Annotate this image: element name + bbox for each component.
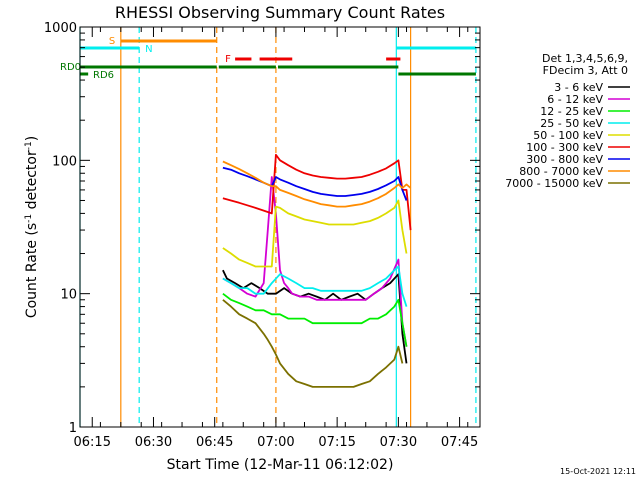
legend-header-0: Det 1,3,4,5,6,9, (542, 52, 628, 65)
x-tick-label-1: 06:30 (135, 435, 172, 450)
legend-label-5: 100 - 300 keV (526, 141, 603, 154)
series-line-6 (222, 166, 408, 201)
legend-label-0: 3 - 6 keV (554, 81, 603, 94)
y-tick-label-2: 100 (52, 154, 77, 169)
series-line-1 (222, 176, 408, 347)
x-tick-label-6: 07:45 (441, 435, 478, 450)
legend-label-8: 7000 - 15000 keV (505, 177, 603, 190)
x-axis-label: Start Time (12-Mar-11 06:12:02) (167, 457, 394, 473)
series-layer (222, 153, 412, 388)
legend-label-1: 6 - 12 keV (547, 93, 603, 106)
y-axis: 1 10 100 1000 (44, 21, 480, 436)
flare-label: F (225, 54, 231, 65)
x-tick-label-3: 07:00 (257, 435, 294, 450)
saa-label: S (109, 36, 115, 47)
legend-label-4: 50 - 100 keV (533, 129, 603, 142)
chart-title: RHESSI Observing Summary Count Rates (115, 3, 445, 22)
y-tick-label-0: 1 (69, 421, 77, 436)
rd6-label: RD6 (93, 70, 114, 81)
x-tick-label-5: 07:30 (380, 435, 417, 450)
legend-label-6: 300 - 800 keV (526, 153, 603, 166)
series-line-8 (222, 299, 404, 388)
generation-timestamp: 15-Oct-2021 12:11 (560, 467, 636, 476)
legend-label-3: 25 - 50 keV (540, 117, 603, 130)
series-line-7 (222, 160, 412, 208)
x-tick-label-4: 07:15 (318, 435, 355, 450)
legend-label-7: 800 - 7000 keV (519, 165, 603, 178)
series-line-5 (222, 153, 412, 231)
y-tick-label-3: 1000 (44, 21, 77, 36)
y-tick-label-1: 10 (60, 288, 77, 303)
x-tick-label-0: 06:15 (74, 435, 111, 450)
legend: Det 1,3,4,5,6,9,FDecim 3, Att 0 3 - 6 keV… (505, 52, 630, 190)
series-line-4 (222, 199, 408, 268)
series-line-0 (222, 269, 408, 364)
series-line-2 (222, 292, 408, 347)
observing-flags: S N F RD0 RD6 (60, 27, 477, 427)
x-tick-label-2: 06:45 (196, 435, 233, 450)
x-axis: 06:15 06:30 06:45 07:00 07:15 07:30 07:45 (74, 27, 478, 450)
legend-header-1: FDecim 3, Att 0 (543, 64, 628, 77)
plot-frame (79, 26, 481, 428)
series-line-3 (222, 265, 408, 307)
rd0-label: RD0 (60, 62, 81, 73)
legend-label-2: 12 - 25 keV (540, 105, 603, 118)
y-axis-label: Count Rate (s-1 detector-1) (24, 136, 40, 318)
night-label: N (145, 44, 152, 55)
